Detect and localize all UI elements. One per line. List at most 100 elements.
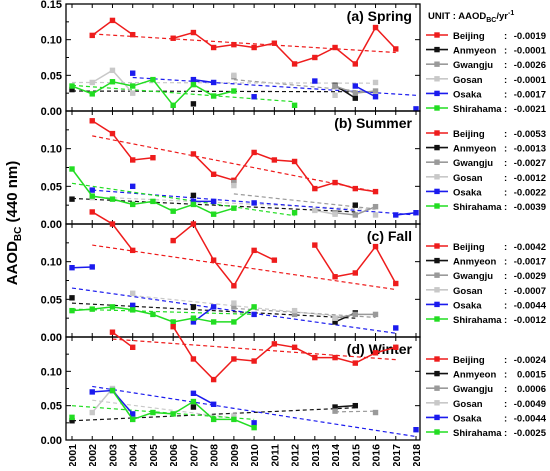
legend-swatch-marker-anmyeon: [434, 144, 440, 151]
y-axis-title-sub: BC: [13, 227, 24, 241]
data-point-beijing: [312, 185, 318, 192]
panel-title: (d) Winter: [347, 341, 413, 357]
data-point-gosan: [312, 207, 318, 214]
legend-swatch-marker-osaka: [434, 301, 440, 308]
data-point-osaka: [130, 70, 136, 76]
legend-colon: :: [504, 257, 507, 268]
legend-trend-gosan: -0.0001: [514, 75, 547, 86]
legend-swatch-marker-anmyeon: [434, 370, 440, 377]
data-point-beijing: [109, 130, 116, 137]
data-point-shirahama: [89, 91, 95, 97]
x-tick-label: 2013: [310, 444, 322, 466]
data-point-anmyeon: [190, 404, 197, 410]
data-point-beijing: [251, 247, 257, 254]
data-point-osaka: [89, 187, 95, 193]
y-tick-label: 0.10: [41, 366, 62, 378]
data-point-shirahama: [150, 76, 156, 83]
data-point-beijing: [130, 31, 136, 38]
data-point-osaka: [413, 106, 419, 112]
data-point-shirahama: [210, 416, 217, 423]
data-point-shirahama: [109, 196, 116, 202]
data-point-beijing: [393, 280, 399, 287]
x-tick-label: 2010: [249, 444, 261, 466]
data-point-beijing: [89, 209, 95, 215]
data-point-gwangju: [291, 311, 298, 318]
panel-title: (c) Fall: [367, 228, 412, 244]
legend-trend-anmyeon: -0.0017: [514, 257, 546, 268]
legend-swatch-marker-anmyeon: [434, 257, 440, 264]
data-point-beijing: [352, 185, 358, 192]
data-point-gwangju: [372, 409, 379, 416]
data-point-osaka: [89, 389, 95, 395]
legend-colon: :: [504, 158, 507, 169]
data-point-beijing: [251, 149, 257, 156]
data-point-shirahama: [231, 319, 237, 325]
data-point-beijing: [190, 151, 197, 157]
x-tick-label: 2012: [290, 444, 302, 466]
series-line-beijing: [172, 26, 397, 66]
data-point-anmyeon: [332, 319, 338, 325]
x-tick-label: 2018: [411, 444, 423, 466]
legend-trend-gwangju: -0.0027: [514, 158, 546, 169]
legend-swatch-marker-osaka: [434, 188, 440, 195]
trend-line-gwangju: [233, 79, 376, 94]
legend-name-anmyeon: Anmyeon: [453, 46, 496, 57]
legend-swatch-marker-gwangju: [434, 159, 440, 165]
legend-swatch-marker-gwangju: [434, 385, 440, 391]
data-point-gosan: [291, 307, 298, 314]
y-tick-label: 0.00: [41, 106, 62, 118]
data-point-anmyeon: [352, 95, 358, 101]
legend-colon: :: [504, 413, 507, 424]
legend-colon: :: [504, 202, 507, 213]
legend-trend-beijing: -0.0024: [514, 355, 547, 366]
legend-colon: :: [504, 187, 507, 198]
series-line-anmyeon: [335, 404, 356, 408]
trend-line-shirahama: [71, 308, 255, 315]
data-point-gosan: [109, 67, 116, 74]
data-point-osaka: [251, 311, 257, 318]
data-point-beijing: [190, 356, 197, 362]
data-point-gosan: [332, 315, 338, 321]
trend-line-anmyeon: [71, 407, 356, 422]
legend-swatch-marker-beijing: [434, 130, 440, 136]
data-point-beijing: [291, 344, 298, 350]
x-tick-label: 2003: [107, 444, 119, 466]
data-point-beijing: [352, 61, 358, 67]
series-line-osaka: [354, 85, 376, 98]
legend-colon: :: [504, 355, 507, 366]
data-point-beijing: [109, 221, 116, 227]
data-point-beijing: [291, 158, 298, 165]
legend-colon: :: [504, 428, 507, 439]
data-point-shirahama: [210, 319, 217, 325]
series-line-beijing: [172, 326, 396, 381]
data-point-osaka: [210, 401, 217, 407]
legend-colon: :: [504, 370, 507, 381]
legend-name-osaka: Osaka: [453, 413, 482, 424]
data-point-gosan: [130, 90, 136, 96]
legend-trend-gwangju: 0.0006: [517, 384, 546, 395]
legend-name-gwangju: Gwangju: [453, 60, 493, 71]
data-point-shirahama: [130, 201, 136, 208]
y-tick-label: 0.10: [41, 257, 62, 269]
data-point-osaka: [251, 94, 257, 100]
y-tick-label: 0.00: [41, 332, 62, 344]
data-point-gosan: [231, 182, 237, 189]
data-point-gosan: [130, 290, 136, 297]
data-point-shirahama: [109, 79, 116, 85]
series-line-beijing: [192, 151, 376, 193]
legend-colon: :: [504, 60, 507, 71]
legend-swatch-marker-gosan: [434, 174, 440, 180]
data-point-anmyeon: [352, 202, 358, 208]
legend-name-shirahama: Shirahama: [453, 428, 502, 439]
legend-name-shirahama: Shirahama: [453, 104, 502, 115]
data-point-shirahama: [210, 211, 217, 217]
data-point-gwangju: [332, 408, 338, 414]
data-point-anmyeon: [332, 404, 338, 410]
legend-trend-osaka: -0.0017: [514, 89, 546, 100]
legend-trend-shirahama: -0.0039: [514, 202, 546, 213]
data-point-beijing: [332, 274, 338, 280]
trend-line-shirahama: [71, 84, 295, 103]
data-point-shirahama: [190, 398, 197, 405]
data-point-shirahama: [231, 205, 237, 211]
legend-name-gosan: Gosan: [453, 75, 483, 86]
